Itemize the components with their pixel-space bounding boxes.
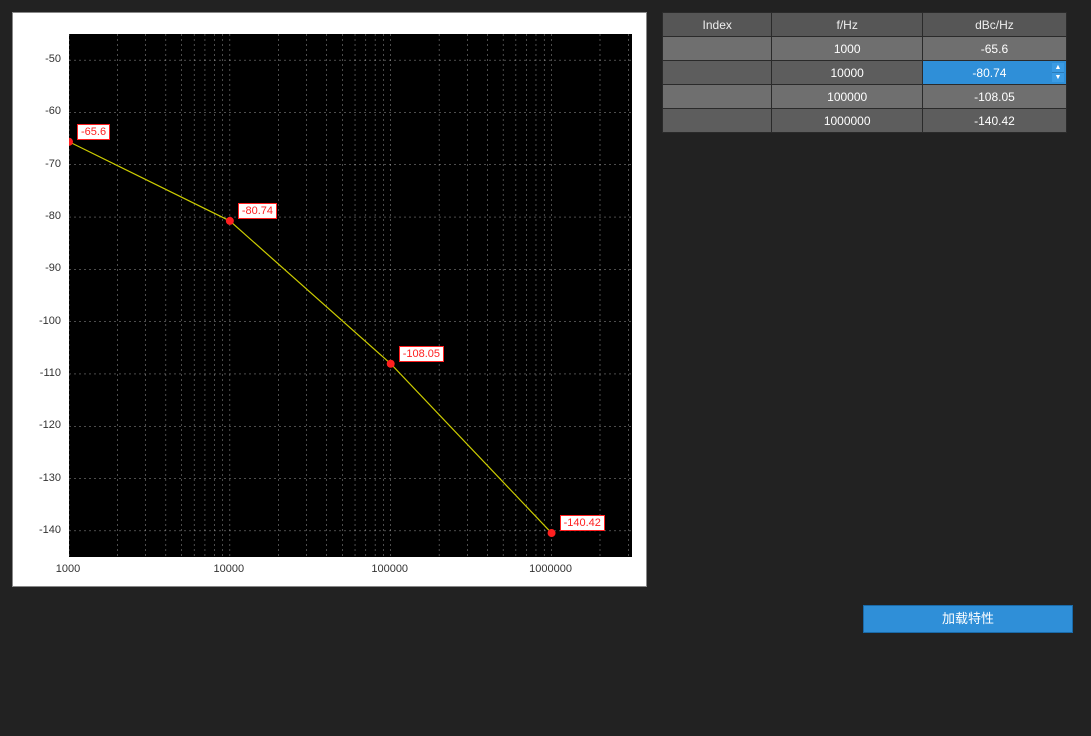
y-tick-label: -140 (39, 524, 61, 536)
table-cell[interactable]: -140.42 (922, 109, 1066, 133)
table-row[interactable]: 10000-80.74▲▼ (663, 61, 1067, 85)
table-cell[interactable]: 1000000 (772, 109, 922, 133)
table-cell[interactable]: -108.05 (922, 85, 1066, 109)
table-row[interactable]: 1000000-140.42 (663, 109, 1067, 133)
table-cell[interactable] (663, 85, 772, 109)
table-cell[interactable]: -65.6 (922, 37, 1066, 61)
spinner[interactable]: ▲▼ (1052, 63, 1064, 82)
y-tick-label: -80 (45, 210, 61, 222)
col-fhz: f/Hz (772, 13, 922, 37)
y-tick-label: -110 (40, 367, 61, 379)
col-dbchz: dBc/Hz (922, 13, 1066, 37)
table-cell[interactable]: 10000 (772, 61, 922, 85)
load-characteristics-button[interactable]: 加载特性 (863, 605, 1073, 633)
table-row[interactable]: 100000-108.05 (663, 85, 1067, 109)
table-cell-selected[interactable]: -80.74▲▼ (922, 61, 1066, 85)
plot-svg (69, 34, 632, 557)
table-empty-area (662, 133, 1067, 587)
x-tick-label: 1000 (56, 563, 80, 575)
phase-noise-chart: -65.6 -80.74 -108.05 -140.42 1000 10000 10000… (12, 12, 647, 587)
table-header-row: Index f/Hz dBc/Hz (663, 13, 1067, 37)
col-index: Index (663, 13, 772, 37)
y-tick-label: -130 (39, 472, 61, 484)
point-label: -65.6 (77, 124, 110, 140)
table-cell[interactable] (663, 61, 772, 85)
y-tick-label: -70 (45, 158, 61, 170)
point-label: -80.74 (238, 203, 277, 219)
spinner-up-icon[interactable]: ▲ (1052, 63, 1064, 73)
table-cell[interactable] (663, 109, 772, 133)
y-tick-label: -50 (45, 53, 61, 65)
spinner-down-icon[interactable]: ▼ (1052, 73, 1064, 82)
table-cell[interactable]: 100000 (772, 85, 922, 109)
table-cell[interactable]: 1000 (772, 37, 922, 61)
data-table[interactable]: Index f/Hz dBc/Hz 1000-65.610000-80.74▲▼… (662, 12, 1067, 133)
plot-area: -65.6 -80.74 -108.05 -140.42 (68, 33, 633, 558)
y-tick-label: -120 (39, 419, 61, 431)
y-tick-label: -90 (45, 262, 61, 274)
point-label: -140.42 (560, 515, 605, 531)
table-row[interactable]: 1000-65.6 (663, 37, 1067, 61)
y-tick-label: -60 (45, 105, 61, 117)
table-body: 1000-65.610000-80.74▲▼100000-108.0510000… (663, 37, 1067, 133)
table-cell[interactable] (663, 37, 772, 61)
y-tick-label: -100 (39, 315, 61, 327)
x-tick-label: 10000 (214, 563, 245, 575)
x-tick-label: 100000 (371, 563, 408, 575)
point-label: -108.05 (399, 346, 444, 362)
x-tick-label: 1000000 (529, 563, 572, 575)
